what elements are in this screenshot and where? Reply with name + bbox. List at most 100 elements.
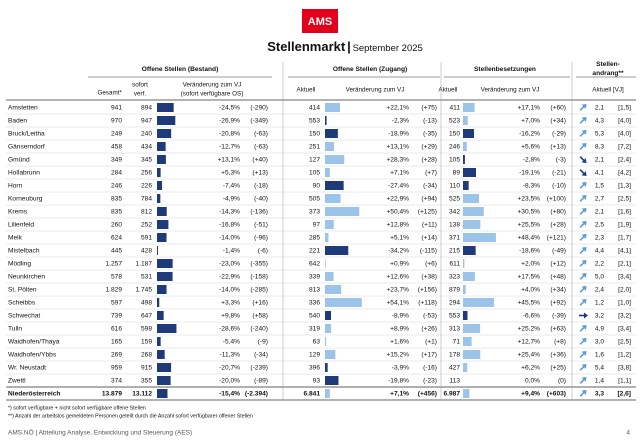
cell: (+603) — [547, 390, 566, 397]
row-label: Baden — [8, 117, 27, 124]
title-period: September 2025 — [353, 43, 423, 54]
cell: 3,3 — [595, 390, 604, 397]
cell: -19,1% — [519, 169, 540, 176]
cell: 71 — [453, 338, 461, 345]
col-header: (sofort verfügbare OS) — [181, 91, 244, 98]
cell: [3,4] — [618, 325, 631, 332]
cell: (-40) — [254, 195, 268, 202]
cell: -8,9% — [392, 312, 409, 319]
cell: +4,0% — [521, 286, 540, 293]
cell: +13,1% — [386, 143, 409, 150]
cell: (-239) — [250, 364, 268, 371]
cell: 553 — [309, 117, 320, 124]
cell: +28,3% — [386, 156, 409, 163]
cell: 252 — [141, 221, 152, 228]
cell: (-6) — [258, 247, 268, 254]
cell: 598 — [141, 325, 152, 332]
cell: 1.745 — [135, 286, 152, 293]
arrow-head — [581, 207, 587, 213]
change-bar — [463, 259, 465, 268]
cell: -15,4% — [219, 390, 240, 397]
cell: (-16) — [423, 364, 437, 371]
change-bar — [157, 194, 161, 203]
row-label: Neunkirchen — [8, 273, 45, 280]
cell: 251 — [309, 143, 320, 150]
cell: -20,8% — [219, 130, 240, 137]
cell: -11,3% — [220, 351, 241, 358]
cell: +48,4% — [517, 234, 540, 241]
cell: 285 — [309, 234, 320, 241]
arrow-head — [581, 116, 587, 122]
arrow-head — [581, 194, 587, 200]
arrow-head — [581, 171, 587, 177]
cell: (-3) — [556, 156, 566, 163]
cell: 90 — [313, 182, 321, 189]
cell: -20,7% — [219, 364, 240, 371]
cell: 345 — [141, 156, 152, 163]
arrow-shaft — [579, 300, 585, 306]
cell: 970 — [111, 117, 122, 124]
group-header: Offene Stellen (Bestand) — [142, 66, 219, 73]
row-label: Gänserndorf — [8, 143, 45, 150]
row-label: Hollabrunn — [8, 169, 40, 176]
cell: +3,3% — [221, 299, 240, 306]
cell: [1,3] — [618, 182, 631, 189]
trend-arrow — [579, 233, 587, 241]
cell: (+34) — [550, 286, 566, 293]
cell: [4,2] — [618, 169, 631, 176]
change-bar — [325, 220, 334, 229]
change-bar — [325, 116, 327, 125]
cell: (-349) — [250, 117, 268, 124]
cell: (+11) — [422, 221, 437, 228]
cell: [3,8] — [618, 364, 631, 371]
cell: 2,7 — [595, 195, 604, 202]
cell: 110 — [449, 182, 460, 189]
cell: (+92) — [550, 299, 566, 306]
cell: 249 — [111, 130, 122, 137]
cell: 879 — [449, 286, 460, 293]
cell: 97 — [313, 221, 321, 228]
arrow-shaft — [579, 248, 585, 254]
cell: +12,8% — [386, 221, 409, 228]
arrow-head — [581, 142, 587, 148]
cell: +5,1% — [390, 234, 409, 241]
arrow-head — [581, 246, 587, 252]
col-header: Veränderung zum VJ — [183, 82, 242, 89]
arrow-shaft — [579, 235, 585, 241]
row-label: Gmünd — [8, 156, 30, 163]
cell: (+28) — [421, 156, 437, 163]
trend-arrow — [579, 337, 587, 345]
col-header: Aktuell [VJ] — [592, 87, 624, 94]
cell: -24,5% — [219, 104, 240, 111]
cell: -12,7% — [219, 143, 240, 150]
change-bar — [325, 376, 339, 385]
trend-arrow — [579, 389, 587, 397]
arrow-shaft — [579, 287, 585, 293]
row-label: Scheibbs — [8, 299, 36, 306]
cell: 256 — [141, 169, 152, 176]
cell: (0) — [558, 377, 566, 384]
cell: -18,9% — [388, 130, 409, 137]
cell: (+38) — [421, 273, 437, 280]
cell: 105 — [309, 169, 320, 176]
cell: 642 — [309, 260, 320, 267]
arrow-head — [581, 158, 587, 164]
cell: (-10) — [552, 182, 566, 189]
cell: -22,9% — [219, 273, 240, 280]
cell: +8,9% — [390, 325, 409, 332]
cell: +7,0% — [521, 117, 540, 124]
arrow-head — [581, 103, 587, 109]
cell: 349 — [111, 156, 122, 163]
cell: +1,6% — [390, 338, 409, 345]
arrow-shaft — [579, 378, 585, 384]
cell: [1,2] — [618, 351, 631, 358]
change-bar — [157, 272, 173, 281]
cell: 221 — [309, 247, 320, 254]
change-bar — [157, 142, 166, 151]
cell: -34,2% — [388, 247, 409, 254]
cell: -4,9% — [223, 195, 240, 202]
cell: -23,0% — [219, 260, 240, 267]
change-bar — [463, 363, 468, 372]
cell: (-136) — [250, 208, 268, 215]
